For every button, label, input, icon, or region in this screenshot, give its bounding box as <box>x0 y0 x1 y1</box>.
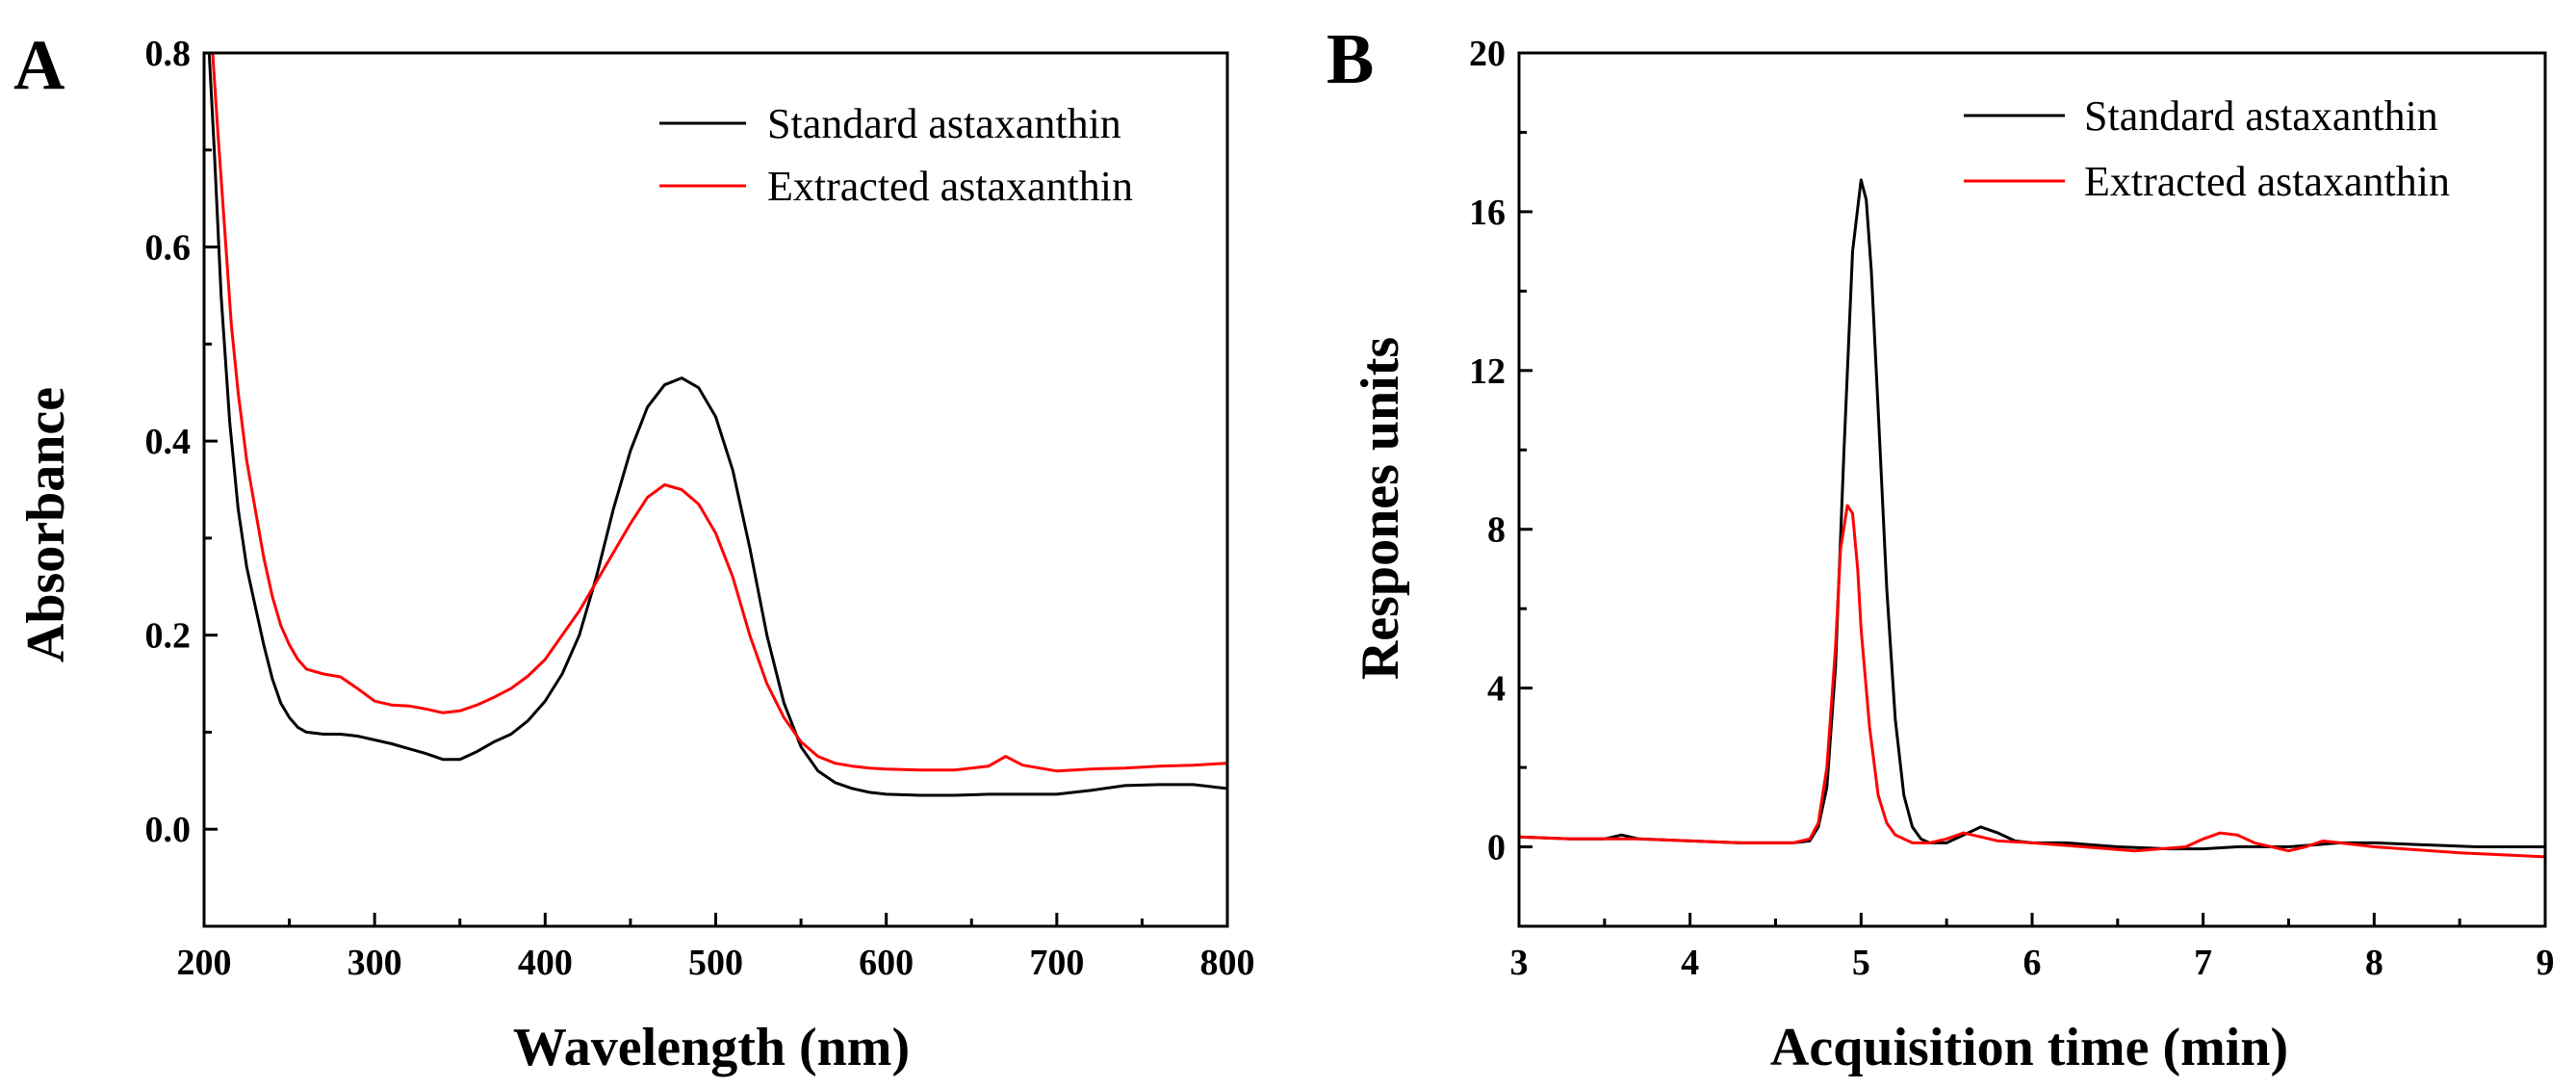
y-tick-label: 8 <box>1487 510 1506 551</box>
legend-label-extracted-b: Extracted astaxanthin <box>2084 158 2450 205</box>
x-tick-label: 9 <box>2537 943 2555 983</box>
panel-label-a: A <box>13 26 64 105</box>
y-tick-label: 20 <box>1469 34 1506 74</box>
y-axis-title-b: Respones units <box>1351 337 1410 680</box>
y-tick-label: 0.4 <box>145 422 192 462</box>
x-tick-label: 400 <box>518 943 573 983</box>
x-tick-label: 6 <box>2023 943 2042 983</box>
plot-area-a: 200 300 400 500 600 700 800 0.0 0.2 0.4 0.6 0.8 <box>145 34 1255 983</box>
panel-a: A Absorbance Wavelength (nm) 200 300 400 50… <box>13 26 1255 1077</box>
series-line-standard-a <box>207 53 1227 797</box>
x-tick-label: 700 <box>1029 943 1084 983</box>
x-tick-label: 600 <box>859 943 914 983</box>
series-line-standard-b <box>1519 178 2545 851</box>
x-tick-label: 300 <box>348 943 402 983</box>
x-tick-label: 500 <box>688 943 743 983</box>
x-axis-title-b: Acquisition time (min) <box>1770 1018 2288 1077</box>
y-tick-label: 0.0 <box>145 810 192 850</box>
y-tick-label: 12 <box>1469 351 1506 392</box>
x-tick-label: 8 <box>2365 943 2383 983</box>
panel-label-b: B <box>1327 20 1374 99</box>
legend-label-extracted-a: Extracted astaxanthin <box>767 163 1133 210</box>
series-line-extracted-a <box>211 53 1227 773</box>
x-tick-label: 200 <box>177 943 232 983</box>
x-axis-title-a: Wavelength (nm) <box>513 1018 910 1077</box>
x-tick-label: 4 <box>1681 943 1699 983</box>
x-tick-label: 5 <box>1852 943 1870 983</box>
plot-area-b: 3 4 5 6 7 8 9 0 4 8 12 16 20 <box>1469 34 2555 983</box>
series-line-extracted-b <box>1519 504 2545 859</box>
y-tick-label: 4 <box>1487 669 1506 710</box>
legend-label-standard-a: Standard astaxanthin <box>767 100 1121 147</box>
y-axis-title-a: Absorbance <box>16 387 76 662</box>
y-tick-label: 0.8 <box>145 34 192 74</box>
y-tick-label: 0.6 <box>145 228 192 269</box>
legend-label-standard-b: Standard astaxanthin <box>2084 92 2438 140</box>
x-tick-label: 7 <box>2194 943 2212 983</box>
x-tick-label: 3 <box>1510 943 1529 983</box>
y-tick-label: 16 <box>1469 193 1506 233</box>
legend-a: Standard astaxanthin Extracted astaxanth… <box>659 100 1133 210</box>
x-tick-label: 800 <box>1200 943 1255 983</box>
y-tick-label: 0 <box>1487 828 1506 868</box>
legend-b: Standard astaxanthin Extracted astaxanth… <box>1964 92 2450 205</box>
y-tick-label: 0.2 <box>145 616 192 657</box>
panel-b: B Respones units Acquisition time (min) … <box>1327 20 2555 1077</box>
